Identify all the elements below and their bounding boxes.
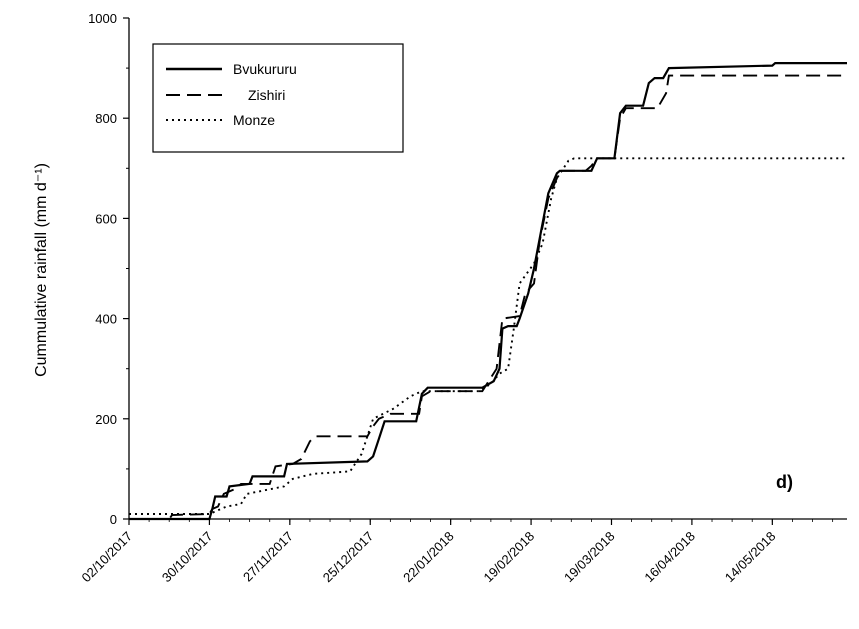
x-tick-label: 27/11/2017: [240, 529, 296, 585]
y-tick-label: 0: [110, 512, 117, 527]
legend: Bvukururu Zishiri Monze: [152, 43, 404, 153]
legend-label-zishiri: Zishiri: [248, 87, 285, 103]
legend-label-bvukururu: Bvukururu: [233, 61, 297, 77]
y-axis-title: Cummulative rainfall (mm d⁻¹): [33, 163, 50, 377]
x-tick-label: 02/10/2017: [78, 529, 135, 586]
series-line-bvukururu: [129, 61, 847, 521]
y-tick-label: 1000: [88, 11, 117, 26]
x-tick-label: 30/10/2017: [159, 529, 216, 586]
y-tick-label: 600: [95, 211, 117, 226]
legend-label-monze: Monze: [233, 112, 275, 128]
x-tick-label: 25/12/2017: [320, 529, 377, 586]
x-tick-label: 19/03/2018: [561, 529, 618, 586]
x-tick-label: 16/04/2018: [641, 529, 698, 586]
y-tick-label: 800: [95, 111, 117, 126]
x-tick-label: 19/02/2018: [481, 529, 538, 586]
y-tick-label: 400: [95, 312, 117, 327]
series-line-zishiri: [129, 74, 847, 520]
x-tick-label: 14/05/2018: [722, 529, 779, 586]
x-tick-label: 22/01/2018: [400, 529, 457, 586]
series-layer: [129, 61, 847, 521]
series-line-monze: [129, 157, 847, 515]
panel-label: d): [776, 472, 793, 492]
legend-box: [152, 43, 404, 153]
y-tick-label: 200: [95, 412, 117, 427]
axes: [123, 17, 847, 525]
